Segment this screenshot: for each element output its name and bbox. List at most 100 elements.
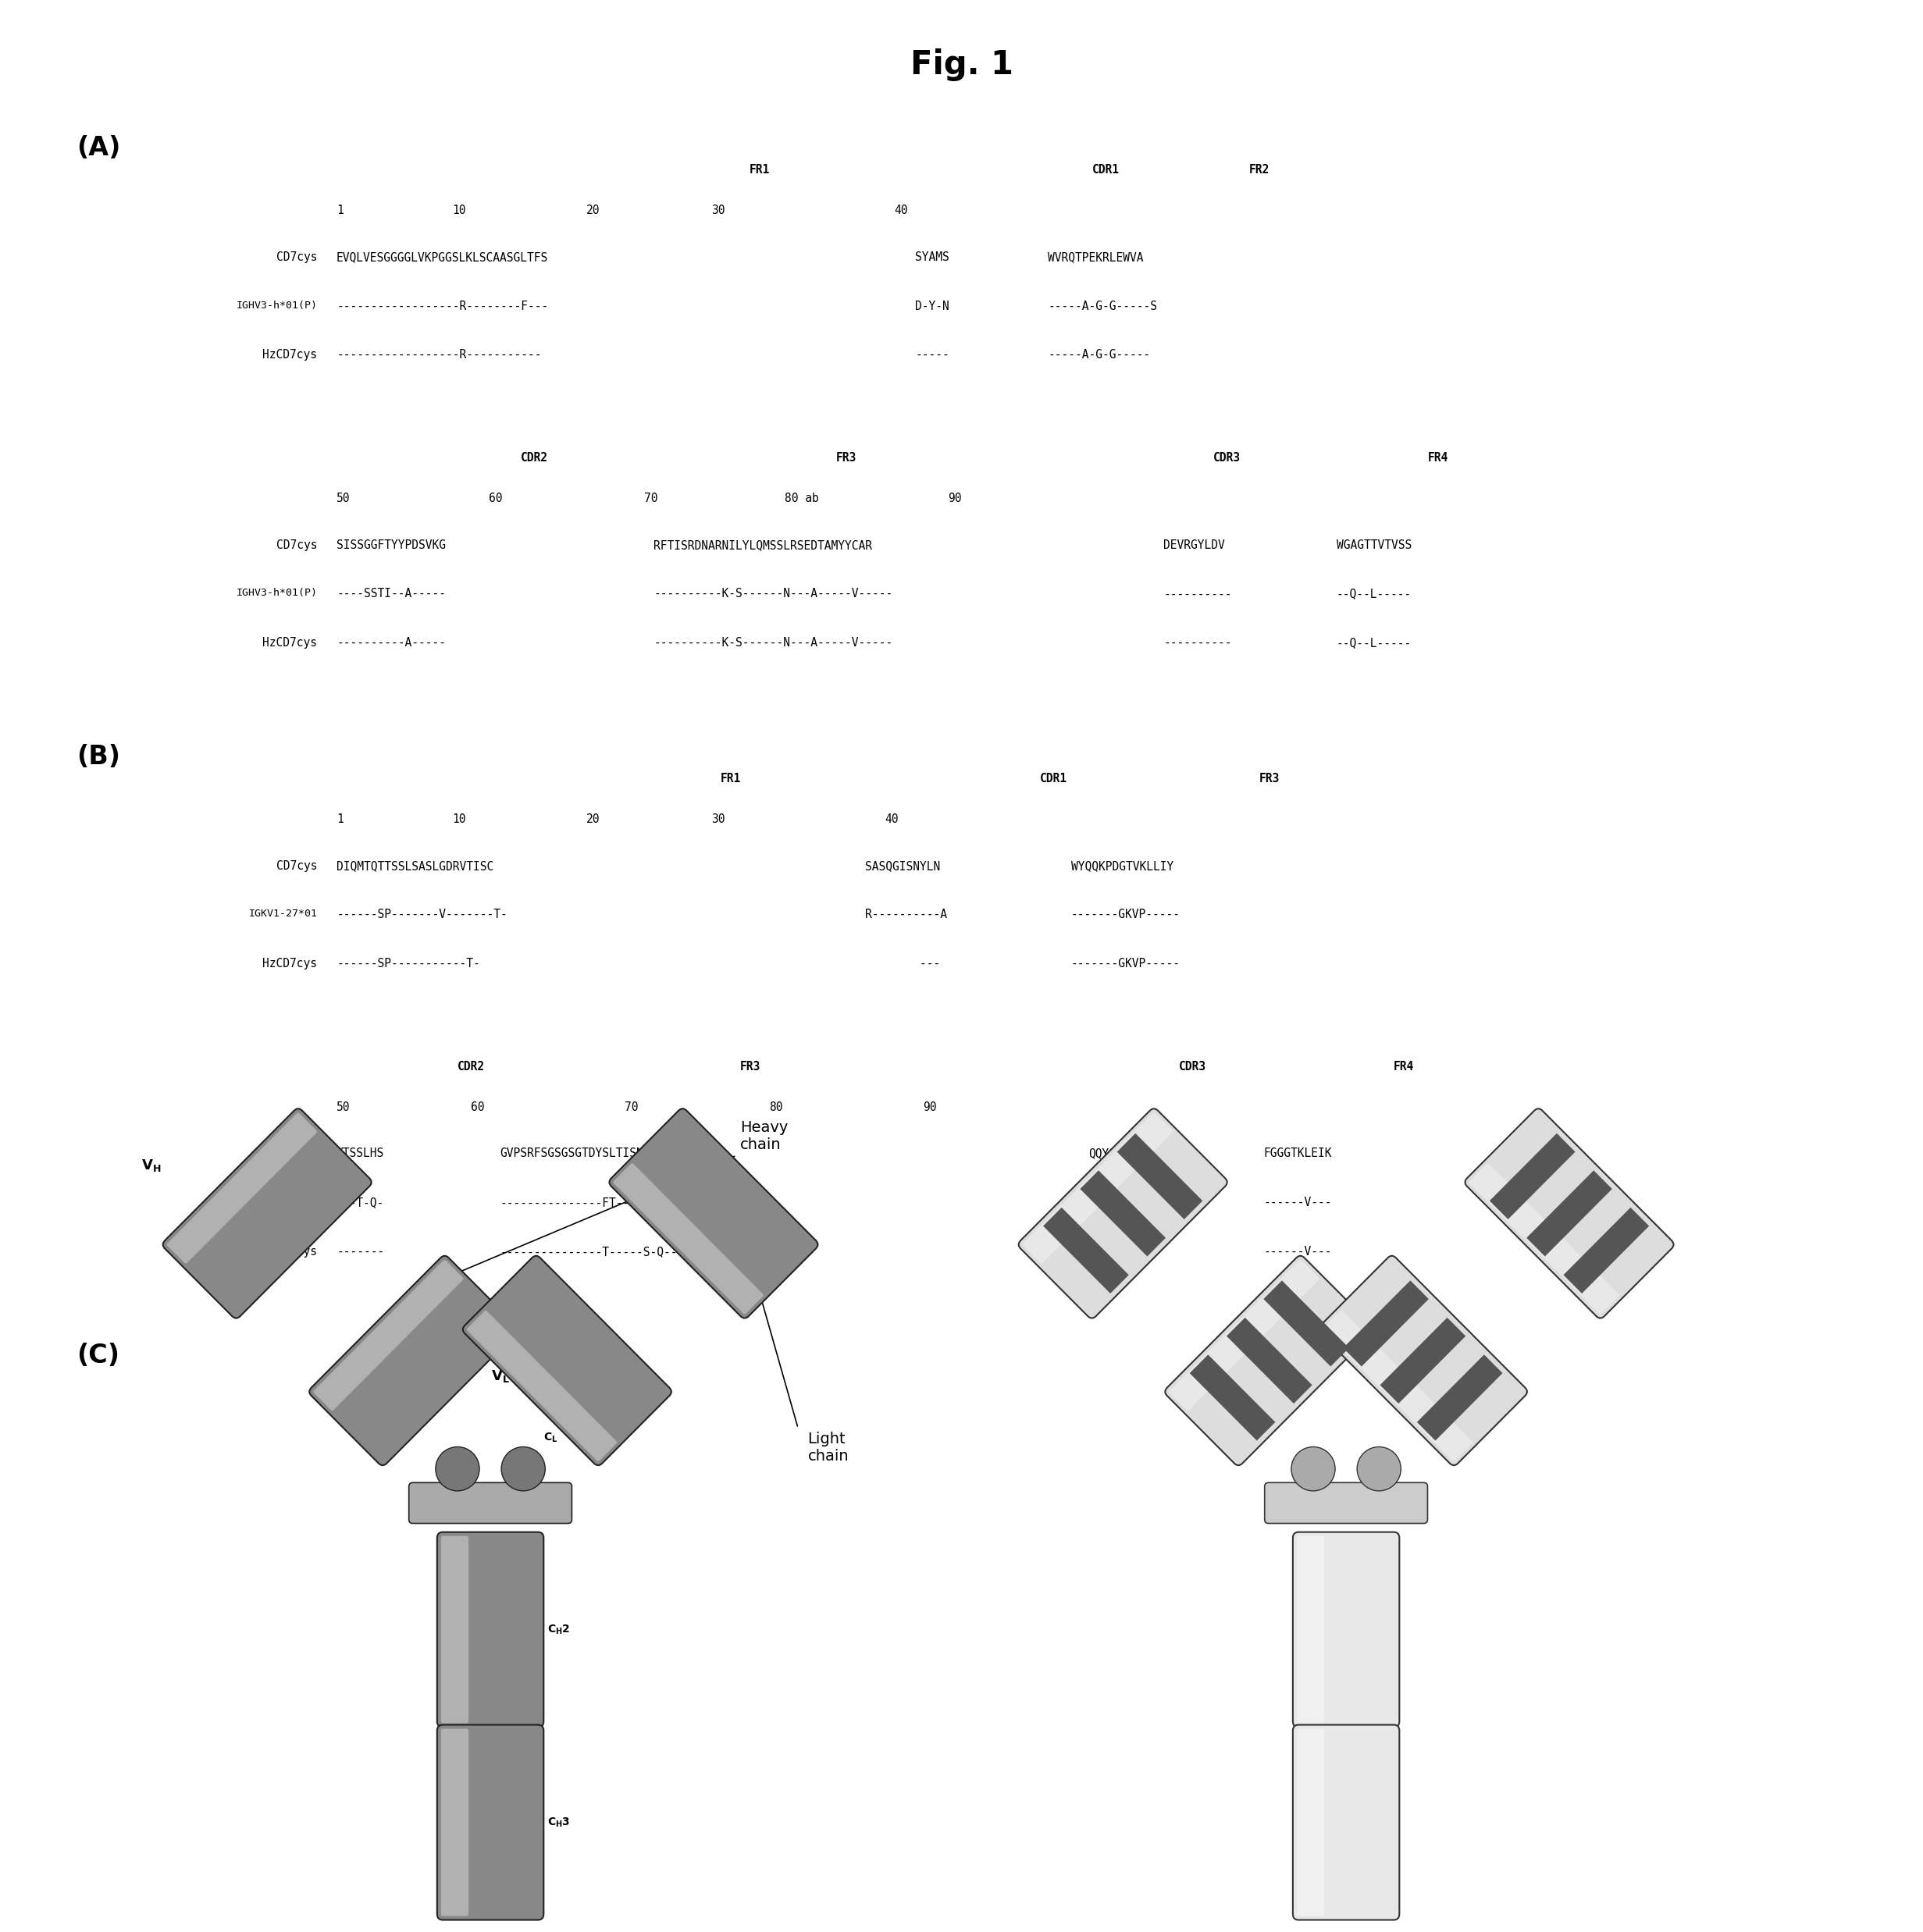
Text: ------------------R-----------: ------------------R----------- bbox=[337, 350, 542, 361]
Bar bbox=[1117, 1134, 1202, 1219]
FancyBboxPatch shape bbox=[1265, 1482, 1427, 1522]
Text: 70: 70 bbox=[644, 493, 658, 504]
Text: FR3: FR3 bbox=[837, 452, 856, 464]
Text: $\mathbf{V_H}$: $\mathbf{V_H}$ bbox=[142, 1157, 162, 1173]
Text: HzCD7cys: HzCD7cys bbox=[263, 1246, 317, 1258]
Text: ---------------T-----S-Q---V-----: ---------------T-----S-Q---V----- bbox=[500, 1246, 725, 1258]
Bar bbox=[1563, 1208, 1650, 1294]
FancyBboxPatch shape bbox=[310, 1256, 517, 1464]
Text: CD7cys: CD7cys bbox=[277, 860, 317, 871]
Text: ----------A-----: ----------A----- bbox=[337, 638, 446, 649]
Text: CDR3: CDR3 bbox=[1213, 452, 1240, 464]
Text: 80: 80 bbox=[769, 1101, 783, 1113]
Text: HzCD7cys: HzCD7cys bbox=[263, 958, 317, 970]
Text: ----------: ---------- bbox=[1163, 638, 1233, 649]
Bar bbox=[1190, 1354, 1275, 1441]
Text: WGAGTTVTVSS: WGAGTTVTVSS bbox=[1336, 539, 1411, 551]
Text: ----------: ---------- bbox=[1163, 587, 1233, 599]
FancyBboxPatch shape bbox=[440, 1729, 469, 1917]
FancyBboxPatch shape bbox=[1292, 1725, 1400, 1920]
Bar bbox=[1490, 1134, 1575, 1219]
Text: 10: 10 bbox=[452, 205, 465, 216]
Circle shape bbox=[1358, 1447, 1400, 1492]
Text: ------V---: ------V--- bbox=[1263, 1196, 1333, 1208]
FancyBboxPatch shape bbox=[610, 1109, 817, 1318]
Text: IGHV3-h*01(P): IGHV3-h*01(P) bbox=[237, 587, 317, 599]
Text: SYAMS: SYAMS bbox=[915, 251, 950, 263]
Text: HzCD7cys: HzCD7cys bbox=[263, 638, 317, 649]
Text: DEVRGYLDV: DEVRGYLDV bbox=[1163, 539, 1225, 551]
Text: CD7cys: CD7cys bbox=[277, 539, 317, 551]
Text: FR1: FR1 bbox=[721, 773, 740, 784]
FancyBboxPatch shape bbox=[1465, 1109, 1673, 1318]
Text: Light
chain: Light chain bbox=[808, 1432, 848, 1464]
Text: ----------K-S------N---A-----V-----: ----------K-S------N---A-----V----- bbox=[654, 638, 892, 649]
Text: (C): (C) bbox=[77, 1343, 119, 1368]
FancyBboxPatch shape bbox=[1165, 1256, 1373, 1464]
Text: -----: ----- bbox=[915, 350, 950, 361]
Text: FR3: FR3 bbox=[1260, 773, 1279, 784]
Text: ---: --- bbox=[865, 958, 940, 970]
FancyBboxPatch shape bbox=[1019, 1109, 1227, 1318]
Text: (B): (B) bbox=[77, 744, 121, 769]
Text: Fig. 1: Fig. 1 bbox=[910, 48, 1013, 81]
Text: AA-T-Q-: AA-T-Q- bbox=[337, 1196, 385, 1208]
Bar bbox=[1227, 1318, 1311, 1403]
Text: 50: 50 bbox=[337, 493, 350, 504]
Text: IGHV3-h*01(P): IGHV3-h*01(P) bbox=[237, 299, 317, 311]
Text: ----------K-S------N---A-----V-----: ----------K-S------N---A-----V----- bbox=[654, 587, 892, 599]
Text: ----SSTI--A-----: ----SSTI--A----- bbox=[337, 587, 446, 599]
Bar bbox=[1381, 1318, 1465, 1403]
Text: YTSSLHS: YTSSLHS bbox=[337, 1148, 385, 1159]
Text: 90: 90 bbox=[923, 1101, 937, 1113]
Text: CDR1: CDR1 bbox=[1092, 164, 1119, 176]
Text: -K-NSA---: -K-NSA--- bbox=[1088, 1196, 1150, 1208]
Text: CDR2: CDR2 bbox=[458, 1061, 485, 1072]
Circle shape bbox=[502, 1447, 546, 1492]
Text: GVPSRFSGSGSGTDYSLTISNLEPEDIATYYC: GVPSRFSGSGSGTDYSLTISNLEPEDIATYYC bbox=[500, 1148, 719, 1159]
FancyBboxPatch shape bbox=[410, 1482, 571, 1522]
FancyBboxPatch shape bbox=[1292, 1532, 1400, 1727]
Text: --Q--L-----: --Q--L----- bbox=[1336, 587, 1411, 599]
Bar bbox=[1042, 1208, 1129, 1294]
Text: WVRQTPEKRLEWVA: WVRQTPEKRLEWVA bbox=[1048, 251, 1144, 263]
Text: 10: 10 bbox=[452, 813, 465, 825]
Text: IGKV1-27*01: IGKV1-27*01 bbox=[248, 1196, 317, 1208]
FancyBboxPatch shape bbox=[613, 1163, 763, 1314]
Text: 60: 60 bbox=[488, 493, 502, 504]
Text: IGKV1-27*01: IGKV1-27*01 bbox=[248, 908, 317, 920]
FancyBboxPatch shape bbox=[1169, 1260, 1319, 1410]
FancyBboxPatch shape bbox=[1023, 1113, 1173, 1264]
Text: FR3: FR3 bbox=[740, 1061, 760, 1072]
Text: ------SP-----------T-: ------SP-----------T- bbox=[337, 958, 481, 970]
Text: 20: 20 bbox=[587, 813, 600, 825]
FancyBboxPatch shape bbox=[437, 1532, 544, 1727]
Text: Heavy
chain: Heavy chain bbox=[740, 1121, 788, 1151]
Text: R----------A: R----------A bbox=[865, 908, 948, 920]
Text: 30: 30 bbox=[712, 205, 725, 216]
Text: CD7cys: CD7cys bbox=[277, 1148, 317, 1159]
Text: CDR1: CDR1 bbox=[1040, 773, 1067, 784]
FancyBboxPatch shape bbox=[1296, 1536, 1325, 1723]
Text: RFTISRDNARNILYLQMSSLRSEDTAMYYCAR: RFTISRDNARNILYLQMSSLRSEDTAMYYCAR bbox=[654, 539, 873, 551]
Text: FR2: FR2 bbox=[1250, 164, 1269, 176]
Bar bbox=[1263, 1281, 1350, 1366]
FancyBboxPatch shape bbox=[440, 1536, 469, 1723]
Text: -----A-G-G-----: -----A-G-G----- bbox=[1048, 350, 1150, 361]
Text: 20: 20 bbox=[587, 205, 600, 216]
Text: 40: 40 bbox=[894, 205, 908, 216]
Text: FR1: FR1 bbox=[750, 164, 769, 176]
Text: ------SP-------V-------T-: ------SP-------V-------T- bbox=[337, 908, 508, 920]
Text: FR4: FR4 bbox=[1394, 1061, 1413, 1072]
Bar bbox=[1527, 1171, 1611, 1256]
Text: 70: 70 bbox=[625, 1101, 638, 1113]
Text: 40: 40 bbox=[885, 813, 898, 825]
Text: -----A-G-G-----S: -----A-G-G-----S bbox=[1048, 299, 1158, 311]
FancyBboxPatch shape bbox=[1469, 1163, 1619, 1314]
FancyBboxPatch shape bbox=[467, 1310, 617, 1461]
Bar bbox=[1081, 1171, 1165, 1256]
Text: WYQQKPDGTVKLLIY: WYQQKPDGTVKLLIY bbox=[1071, 860, 1173, 871]
Text: HzCD7cys: HzCD7cys bbox=[263, 350, 317, 361]
Text: --Q--L-----: --Q--L----- bbox=[1336, 638, 1411, 649]
FancyBboxPatch shape bbox=[437, 1725, 544, 1920]
